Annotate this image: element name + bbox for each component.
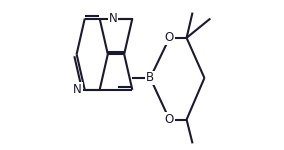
- Text: N: N: [73, 83, 82, 96]
- Text: N: N: [109, 12, 117, 25]
- Text: O: O: [165, 113, 174, 126]
- Text: O: O: [165, 31, 174, 44]
- Text: B: B: [146, 71, 154, 84]
